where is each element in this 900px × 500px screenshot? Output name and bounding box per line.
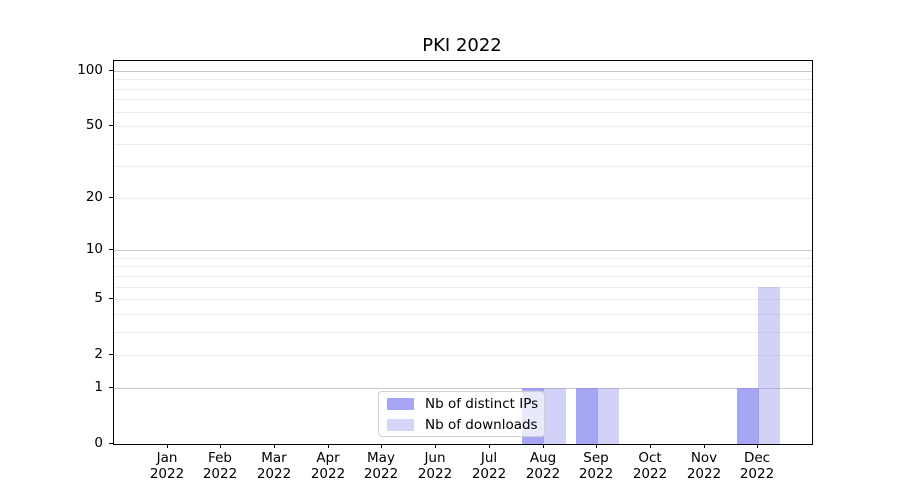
x-tick-label: Aug 2022 (511, 450, 575, 482)
gridline-minor (114, 314, 812, 315)
x-tick (596, 444, 597, 448)
x-tick-label-month: Jun (424, 450, 446, 466)
x-tick-label: Nov 2022 (672, 450, 736, 482)
y-tick (109, 298, 113, 299)
gridline-minor (114, 79, 812, 80)
x-tick-label-year: 2022 (525, 466, 561, 482)
x-tick-label: Dec 2022 (725, 450, 789, 482)
chart-title: PKI 2022 (422, 35, 502, 56)
legend-label-distinct-ips: Nb of distinct IPs (425, 395, 539, 412)
gridline-minor (114, 276, 812, 277)
x-tick (381, 444, 382, 448)
x-tick (274, 444, 275, 448)
y-tick (109, 70, 113, 71)
x-tick (167, 444, 168, 448)
x-tick (328, 444, 329, 448)
gridline-minor (114, 99, 812, 100)
x-tick-label: Jul 2022 (457, 450, 521, 482)
y-tick-label: 10 (85, 241, 103, 257)
x-tick-label-year: 2022 (686, 466, 722, 482)
x-tick-label-year: 2022 (310, 466, 346, 482)
gridline-minor (114, 258, 812, 259)
y-tick (109, 197, 113, 198)
x-tick-label: Feb 2022 (188, 450, 252, 482)
y-tick-label: 1 (94, 379, 103, 395)
gridline-minor (114, 126, 812, 127)
gridline-major (114, 250, 812, 251)
legend-swatch-distinct-ips (387, 397, 414, 410)
x-tick-label-year: 2022 (149, 466, 185, 482)
x-tick (220, 444, 221, 448)
y-tick-label: 5 (94, 290, 103, 306)
x-tick-label-year: 2022 (632, 466, 668, 482)
x-tick-label: Oct 2022 (618, 450, 682, 482)
x-tick-label-year: 2022 (471, 466, 507, 482)
x-tick-label-year: 2022 (739, 466, 775, 482)
bar-downloads (758, 287, 780, 444)
y-tick (109, 249, 113, 250)
gridline-minor (114, 266, 812, 267)
x-tick-label-month: Sep (583, 450, 609, 466)
gridline-minor (114, 198, 812, 199)
y-tick-label: 100 (77, 62, 103, 78)
x-tick-label: Jan 2022 (135, 450, 199, 482)
x-tick-label-month: Feb (208, 450, 232, 466)
x-tick (543, 444, 544, 448)
legend-item-downloads: Nb of downloads (387, 416, 538, 434)
gridline-minor (114, 287, 812, 288)
legend-label-downloads: Nb of downloads (425, 416, 538, 433)
x-tick-label: May 2022 (349, 450, 413, 482)
y-tick (109, 443, 113, 444)
x-tick-label-month: Oct (638, 450, 662, 466)
gridline-minor (114, 332, 812, 333)
x-tick-label-year: 2022 (417, 466, 453, 482)
x-tick-label-year: 2022 (256, 466, 292, 482)
x-tick-label-month: Dec (743, 450, 771, 466)
legend-item-distinct-ips: Nb of distinct IPs (387, 395, 539, 413)
legend: Nb of distinct IPs Nb of downloads (378, 391, 545, 437)
y-tick (109, 354, 113, 355)
plot-area (113, 60, 813, 445)
x-tick-label: Apr 2022 (296, 450, 360, 482)
gridline-major (114, 388, 812, 389)
y-tick (109, 387, 113, 388)
x-tick-label-month: Jan (156, 450, 178, 466)
gridline-minor (114, 166, 812, 167)
legend-swatch-downloads (387, 418, 414, 431)
gridline-minor (114, 355, 812, 356)
x-tick-label-month: Jul (480, 450, 498, 466)
x-tick (435, 444, 436, 448)
gridline-minor (114, 144, 812, 145)
x-tick-label: Jun 2022 (403, 450, 467, 482)
bar-distinct-ips (737, 388, 759, 444)
x-tick (757, 444, 758, 448)
x-tick-label-month: Nov (690, 450, 718, 466)
y-tick (109, 125, 113, 126)
x-tick-label: Sep 2022 (564, 450, 628, 482)
bar-downloads (544, 388, 566, 444)
x-tick (650, 444, 651, 448)
x-tick-label: Mar 2022 (242, 450, 306, 482)
y-tick-label: 50 (85, 117, 103, 133)
x-tick-label-year: 2022 (578, 466, 614, 482)
y-tick-label: 20 (85, 189, 103, 205)
x-tick (704, 444, 705, 448)
x-tick-label-month: Mar (261, 450, 287, 466)
gridline-minor (114, 89, 812, 90)
bar-distinct-ips (576, 388, 598, 444)
x-tick-label-month: May (367, 450, 395, 466)
y-tick-label: 2 (94, 346, 103, 362)
gridline-major (114, 71, 812, 72)
gridline-minor (114, 299, 812, 300)
bar-downloads (597, 388, 619, 444)
y-tick-label: 0 (94, 435, 103, 451)
x-tick (489, 444, 490, 448)
x-tick-label-year: 2022 (363, 466, 399, 482)
x-tick-label-month: Aug (529, 450, 557, 466)
x-tick-label-month: Apr (316, 450, 340, 466)
gridline-minor (114, 112, 812, 113)
x-tick-label-year: 2022 (202, 466, 238, 482)
